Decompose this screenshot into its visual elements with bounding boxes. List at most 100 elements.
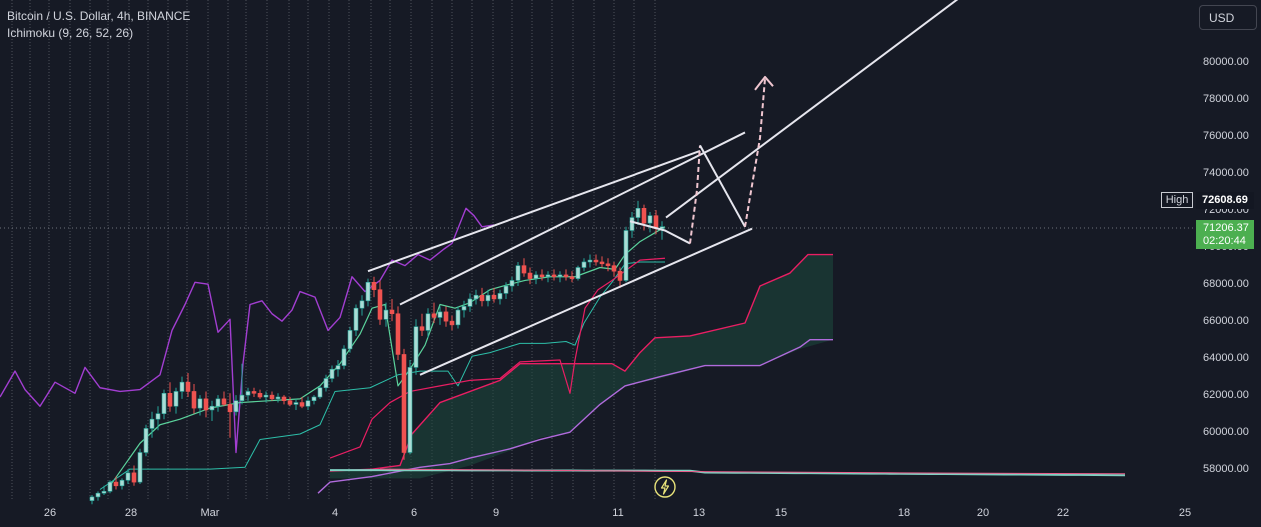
candle-bear	[551, 274, 557, 278]
projection-up2-dashed	[744, 78, 766, 227]
kumo-cloud	[330, 254, 833, 479]
trendline-mid	[399, 131, 746, 306]
kijun-sen	[99, 261, 665, 490]
last-price-value: 71206.37	[1203, 222, 1249, 234]
time-tick: 9	[492, 507, 500, 519]
candle-bear	[521, 265, 527, 274]
candle-bull	[125, 472, 131, 481]
price-tick: 66000.00	[1203, 315, 1249, 327]
candle-bear	[527, 272, 533, 279]
candle-bear	[401, 354, 407, 453]
price-tick: 80000.00	[1203, 56, 1249, 68]
chikou-span	[0, 207, 495, 454]
candle-bull	[173, 391, 179, 407]
candle-bear	[491, 294, 497, 300]
candle-bull	[623, 230, 629, 281]
candle-bull	[581, 261, 587, 268]
price-tick: 60000.00	[1203, 426, 1249, 438]
candle-bear	[299, 402, 305, 407]
time-tick: 26	[43, 507, 57, 519]
candle-bull	[629, 217, 635, 231]
candle-bull	[353, 307, 359, 331]
candle-bull	[215, 398, 221, 407]
candle-bull	[275, 396, 281, 400]
candle-bull	[323, 378, 329, 389]
candle-bull	[413, 326, 419, 368]
projection-start	[629, 220, 691, 245]
candle-bull	[533, 274, 539, 279]
candle-bear	[419, 326, 425, 331]
candle-bull	[317, 387, 323, 398]
candle-bear	[227, 404, 233, 413]
candle-bull	[137, 452, 143, 483]
candle-bull	[659, 226, 665, 229]
trendline-upper	[367, 150, 701, 273]
candle-bull	[101, 491, 107, 494]
kijun-projection-shadow	[379, 468, 1126, 475]
candle-bear	[191, 391, 197, 409]
candle-bull	[455, 309, 461, 326]
candle-bear	[617, 270, 623, 281]
candle-bear	[431, 313, 437, 318]
candle-bull	[425, 313, 431, 331]
candle-bear	[257, 392, 263, 398]
candle-bull	[365, 281, 371, 302]
trendline-extension	[665, 0, 959, 219]
candle-bear	[167, 392, 173, 407]
arrow-head	[754, 75, 774, 91]
candle-bear	[287, 400, 293, 405]
time-tick: 25	[1178, 507, 1192, 519]
candle-bear	[395, 313, 401, 355]
time-tick: 6	[410, 507, 418, 519]
candle-bear	[443, 311, 449, 322]
candle-bull	[161, 392, 167, 414]
candle-bear	[131, 472, 137, 483]
candle-bear	[605, 263, 611, 266]
candle-bull	[155, 413, 161, 420]
candle-bull	[437, 311, 443, 318]
candle-bear	[563, 274, 569, 278]
time-tick: 4	[331, 507, 339, 519]
candle-bull	[407, 367, 413, 453]
candle-bear	[221, 398, 227, 405]
indicator-title: Ichimoku (9, 26, 52, 26)	[7, 26, 134, 40]
candle-bull	[293, 402, 299, 405]
time-tick: 28	[124, 507, 138, 519]
high-badge: High	[1161, 192, 1193, 208]
lightning-icon[interactable]	[654, 476, 676, 498]
trendline-lower	[419, 227, 753, 376]
candle-bull	[575, 267, 581, 279]
candle-bull	[335, 365, 341, 370]
candle-bear	[611, 265, 617, 272]
price-tick: 62000.00	[1203, 389, 1249, 401]
bar-countdown: 02:20:44	[1203, 235, 1246, 247]
price-tick: 74000.00	[1203, 167, 1249, 179]
price-tick: 78000.00	[1203, 93, 1249, 105]
candle-bull	[233, 400, 239, 413]
candle-bull	[305, 400, 311, 407]
candle-bear	[371, 281, 377, 290]
candle-bull	[119, 479, 125, 487]
candle-bull	[635, 208, 641, 218]
candle-bear	[113, 481, 119, 487]
candle-bear	[593, 259, 599, 263]
candle-bull	[515, 265, 521, 281]
candle-bear	[251, 391, 257, 394]
candle-bull	[209, 405, 215, 411]
candle-bull	[467, 298, 473, 307]
time-tick: 20	[976, 507, 990, 519]
symbol-title: Bitcoin / U.S. Dollar, 4h, BINANCE	[7, 9, 191, 23]
candle-bull	[497, 293, 503, 300]
candle-bull	[197, 398, 203, 409]
high-price-label: 72608.69	[1196, 192, 1254, 209]
currency-button[interactable]: USD	[1199, 5, 1257, 30]
candle-bull	[509, 280, 515, 287]
price-tick: 76000.00	[1203, 130, 1249, 142]
candle-bull	[239, 394, 245, 401]
candle-bear	[389, 309, 395, 315]
last-price-label: 71206.37 02:20:44	[1196, 220, 1254, 249]
candles-group	[89, 200, 665, 505]
candle-bull	[347, 330, 353, 350]
